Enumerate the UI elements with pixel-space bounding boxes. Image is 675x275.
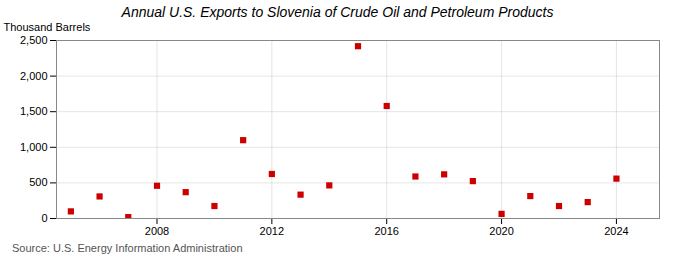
html-text:Source: U.S. Energy Informatio: Source: U.S. Energy Information Administ… [12, 242, 243, 254]
svg-text:0: 0 [41, 212, 47, 224]
svg-text:2024: 2024 [604, 225, 628, 237]
html-text:Annual U.S. Exports to Sloveni: Annual U.S. Exports to Slovenia of Crude… [121, 4, 554, 20]
svg-text:2016: 2016 [374, 225, 398, 237]
svg-text:1,000: 1,000 [20, 141, 48, 153]
svg-text:1,500: 1,500 [20, 105, 48, 117]
svg-text:500: 500 [29, 176, 47, 188]
svg-text:2020: 2020 [489, 225, 513, 237]
svg-text:2,000: 2,000 [20, 70, 48, 82]
svg-text:Thousand Barrels: Thousand Barrels [4, 21, 91, 33]
svg-text:2012: 2012 [260, 225, 284, 237]
svg-text:2008: 2008 [145, 225, 169, 237]
svg-text:2,500: 2,500 [20, 34, 48, 46]
